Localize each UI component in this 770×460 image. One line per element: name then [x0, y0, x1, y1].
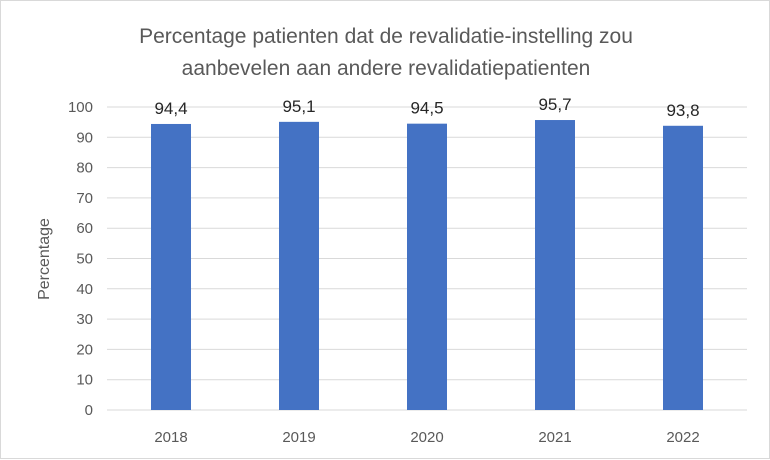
x-tick-label-2018: 2018	[154, 429, 187, 446]
y-tick-label: 0	[85, 402, 93, 419]
y-tick-label: 100	[68, 99, 93, 116]
x-tick-label-2019: 2019	[282, 429, 315, 446]
bars	[151, 120, 703, 411]
x-tick-label-2021: 2021	[538, 429, 571, 446]
x-axis-ticks: 2018 2019 2020 2021 2022	[154, 429, 699, 446]
data-label-2019: 95,1	[282, 97, 315, 116]
bar-2021	[535, 120, 575, 411]
y-axis-label: Percentage	[36, 218, 53, 300]
y-tick-label: 70	[76, 190, 93, 207]
data-labels: 94,4 95,1 94,5 95,7 93,8	[154, 95, 699, 120]
y-tick-label: 10	[76, 372, 93, 389]
x-tick-label-2020: 2020	[410, 429, 443, 446]
bar-2019	[279, 121, 319, 411]
y-tick-label: 80	[76, 160, 93, 177]
data-label-2021: 95,7	[538, 95, 571, 114]
data-label-2020: 94,5	[410, 99, 443, 118]
chart-title-line-1: Percentage patienten dat de revalidatie-…	[139, 25, 633, 48]
y-tick-label: 60	[76, 220, 93, 237]
x-tick-label-2022: 2022	[666, 429, 699, 446]
bar-2022	[663, 125, 703, 410]
chart-title-line-2: aanbevelen aan andere revalidatiepatient…	[182, 57, 591, 80]
bar-2018	[151, 123, 191, 410]
y-tick-label: 90	[76, 129, 93, 146]
y-tick-label: 40	[76, 281, 93, 298]
bar-2020	[407, 123, 447, 410]
y-tick-label: 20	[76, 341, 93, 358]
data-label-2022: 93,8	[666, 101, 699, 120]
y-tick-label: 30	[76, 311, 93, 328]
data-label-2018: 94,4	[154, 99, 187, 118]
y-tick-label: 50	[76, 251, 93, 268]
y-axis-ticks: 0 10 20 30 40 50 60 70 80 90 100	[68, 99, 93, 419]
